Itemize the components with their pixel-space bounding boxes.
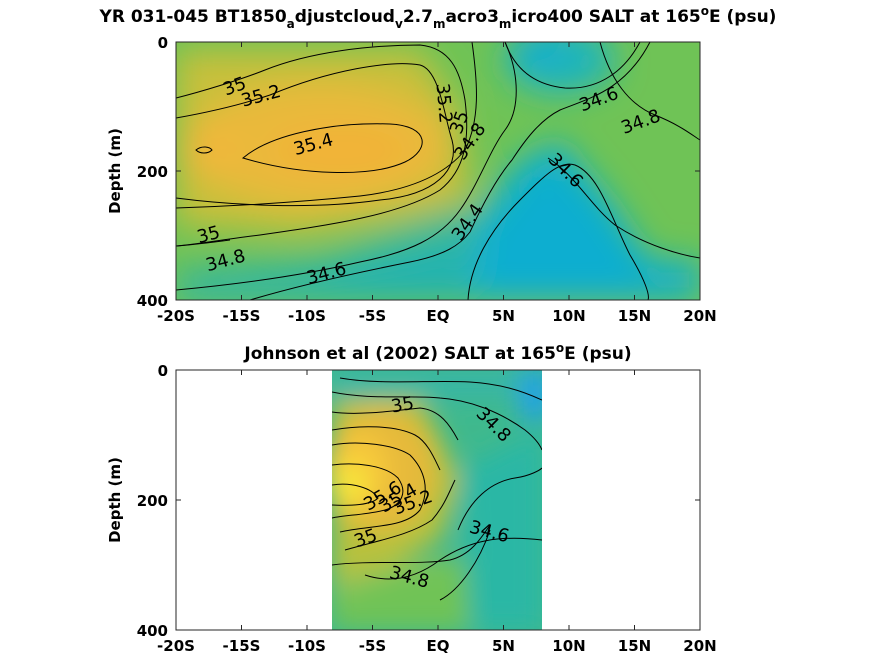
contour-line-34.8-c: [599, 42, 700, 141]
top-x-tick-label: 20N: [683, 307, 716, 325]
top-salinity-field: [176, 42, 700, 300]
top-chart-title: YR 031-045 BT1850adjustcloudv2.7macro3mi…: [99, 4, 777, 31]
bottom-x-tick-label: 20N: [683, 637, 716, 655]
bottom-salinity-field: [332, 370, 542, 630]
bottom-contour-35-a: [332, 407, 459, 441]
contour-line-35-b: [176, 239, 231, 247]
contour-line-35.2: [176, 63, 454, 207]
bottom-x-tick-label: -5S: [359, 637, 386, 655]
bottom-contour-label: 35: [389, 393, 415, 418]
bottom-x-tick-label: 15N: [618, 637, 651, 655]
bottom-title-part: Johnson et al (2002) SALT at 165: [243, 344, 556, 364]
bottom-ylabel: Depth (m): [106, 457, 124, 543]
bottom-title-part: o: [556, 341, 564, 355]
bottom-title-part: E (psu): [564, 344, 631, 364]
bottom-panel: Johnson et al (2002) SALT at 165oE (psu): [106, 341, 717, 655]
top-y-axis: 0 200 400: [137, 34, 700, 310]
bottom-contour-34.8-b: [332, 524, 491, 566]
contour-line-34.6-b: [504, 42, 641, 89]
top-ylabel: Depth (m): [106, 128, 124, 214]
top-title-part: acro3: [445, 7, 498, 27]
bottom-contour-34.8-c: [364, 537, 542, 580]
bottom-x-tick-label: -15S: [223, 637, 261, 655]
bottom-contour-34.6-b: [457, 467, 542, 531]
top-x-tick-label: -5S: [359, 307, 386, 325]
contour-line-35: [176, 44, 468, 247]
top-x-tick-label: 5N: [492, 307, 515, 325]
bottom-contour-35.2: [332, 442, 426, 533]
top-title-part: a: [287, 17, 295, 31]
bottom-contour-lines: [332, 377, 542, 601]
bottom-contour-34.8-a: [332, 391, 542, 451]
bottom-chart-title: Johnson et al (2002) SALT at 165oE (psu): [243, 341, 631, 364]
bottom-x-tick-label: -10S: [288, 637, 326, 655]
bottom-contour-35-b: [344, 479, 456, 551]
bottom-contour-35-inner: [332, 426, 441, 471]
bottom-contour-34.8-d: [439, 529, 491, 601]
top-title-part: m: [433, 17, 446, 31]
bottom-contour-35.6: [332, 483, 379, 506]
contour-line-35.4-small: [195, 146, 213, 154]
contour-line-34.6-c: [547, 157, 700, 259]
bottom-y-tick-label: 0: [158, 362, 168, 380]
bottom-x-tick-label: -20S: [157, 637, 195, 655]
top-panel: YR 031-045 BT1850adjustcloudv2.7macro3mi…: [99, 4, 777, 325]
top-title-part: m: [499, 17, 512, 31]
bottom-contour-34.6-top: [339, 377, 542, 401]
top-x-axis: -20S -15S -10S -5S EQ 5N 10N 15N 20N: [157, 42, 717, 325]
top-title-part: o: [701, 4, 709, 18]
bottom-x-tick-label: EQ: [427, 637, 450, 655]
top-x-tick-label: 10N: [552, 307, 585, 325]
bottom-x-tick-label: 10N: [552, 637, 585, 655]
bottom-contour-35.4: [332, 463, 404, 519]
top-y-tick-label: 400: [137, 292, 168, 310]
bottom-y-tick-label: 200: [137, 492, 168, 510]
top-title-part: 2.7: [403, 7, 433, 27]
contour-line-34.4: [467, 163, 649, 300]
top-x-tick-label: EQ: [427, 307, 450, 325]
top-title-part: icro400 SALT at 165: [511, 7, 700, 27]
top-x-tick-label: 15N: [618, 307, 651, 325]
contour-line-35.4: [241, 123, 423, 174]
top-x-tick-label: -20S: [157, 307, 195, 325]
contour-line-34.8-a: [176, 42, 477, 209]
top-x-tick-label: -10S: [288, 307, 326, 325]
top-title-part: YR 031-045 BT1850: [99, 7, 287, 27]
top-y-tick-label: 0: [158, 34, 168, 52]
contour-line-34.6-a: [249, 42, 651, 300]
top-y-tick-label: 200: [137, 163, 168, 181]
top-contour-lines: [176, 42, 700, 300]
top-contour-label: 35.2: [432, 82, 456, 124]
bottom-x-axis: -20S -15S -10S -5S EQ 5N 10N 15N 20N: [157, 370, 717, 655]
bottom-y-axis: 0 200 400: [137, 362, 700, 640]
top-title-part: v: [395, 17, 403, 31]
top-title-part: djustcloud: [295, 7, 395, 27]
top-x-tick-label: -15S: [223, 307, 261, 325]
contour-line-34.8-b: [176, 42, 517, 291]
bottom-x-tick-label: 5N: [492, 637, 515, 655]
top-title-part: E (psu): [709, 7, 776, 27]
bottom-y-tick-label: 400: [137, 622, 168, 640]
